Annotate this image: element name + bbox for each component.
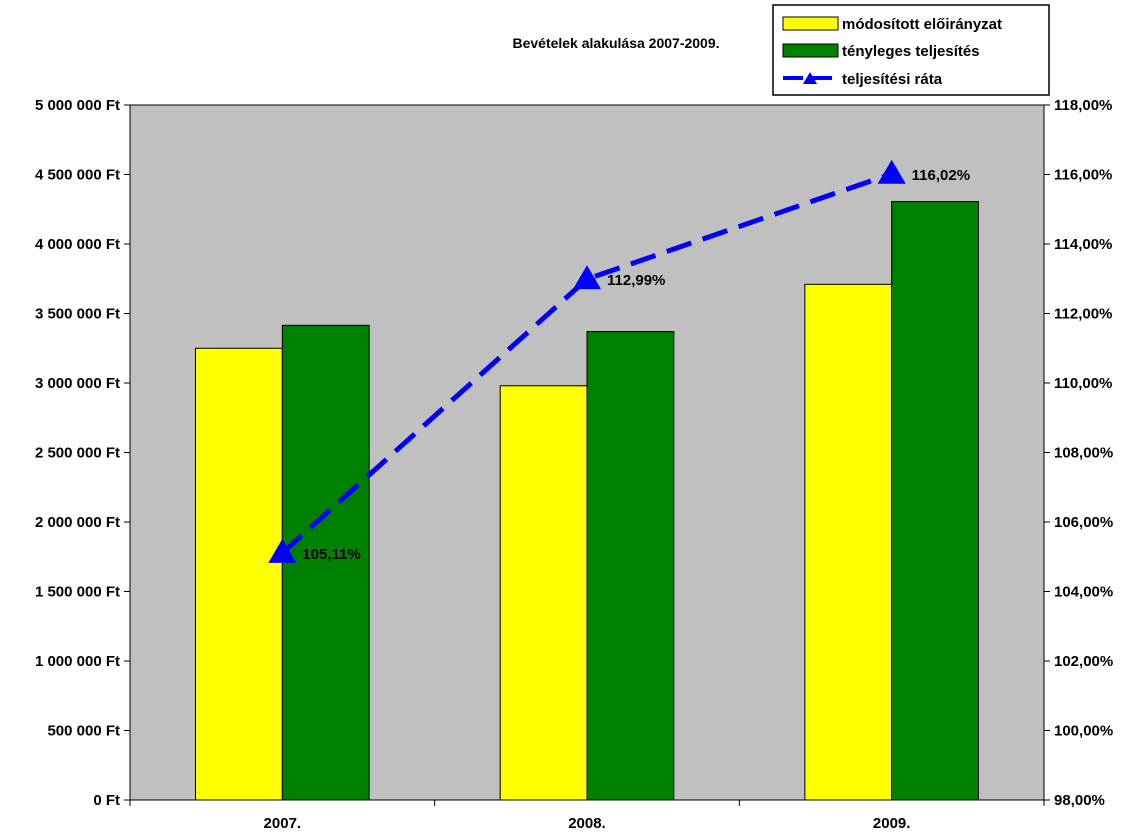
- left-axis-tick-label: 0 Ft: [93, 792, 120, 809]
- left-axis-tick-label: 5 000 000 Ft: [35, 97, 120, 114]
- left-axis-tick-label: 4 500 000 Ft: [35, 167, 120, 184]
- left-axis-tick-label: 2 500 000 Ft: [35, 445, 120, 462]
- x-axis-category-label: 2009.: [873, 815, 911, 832]
- bar-modositott-1: [499, 385, 588, 801]
- bar-modositott-2: [804, 283, 893, 801]
- right-axis-tick-label: 104,00%: [1054, 584, 1113, 601]
- right-axis-tick-label: 118,00%: [1054, 97, 1112, 114]
- left-axis-tick-label: 1 500 000 Ft: [35, 584, 120, 601]
- bar-series-group: [195, 201, 979, 801]
- rate-marker-1: [573, 265, 601, 290]
- legend: módosított előirányzat tényleges teljesí…: [772, 4, 1050, 96]
- right-axis-tick-label: 114,00%: [1054, 236, 1112, 253]
- x-axis-category-label: 2007.: [264, 815, 302, 832]
- legend-label-modositott: módosított előirányzat: [842, 16, 1002, 33]
- chart-title: Bevételek alakulása 2007-2009.: [512, 35, 719, 51]
- left-axis-tick-label: 1 000 000 Ft: [35, 653, 120, 670]
- right-axis: 98,00% 100,00% 102,00% 104,00% 106,00% 108,00…: [1043, 97, 1113, 809]
- bar-modositott-0: [195, 347, 283, 801]
- rate-marker-2: [877, 159, 906, 184]
- left-axis-tick-label: 2 000 000 Ft: [35, 514, 120, 531]
- right-axis-tick-label: 100,00%: [1054, 723, 1113, 740]
- right-axis-tick-label: 106,00%: [1054, 514, 1113, 531]
- rate-data-label-1: 112,99%: [607, 272, 665, 289]
- line-series-group: 105,11% 112,99% 116,02%: [268, 159, 970, 563]
- bar-tenyleges-1: [586, 331, 675, 801]
- x-axis-category-label: 2008.: [568, 815, 606, 832]
- left-axis-tick-label: 3 000 000 Ft: [35, 375, 120, 392]
- right-axis-tick-label: 102,00%: [1054, 653, 1113, 670]
- left-axis: 0 Ft 500 000 Ft 1 000 000 Ft 1 500 000 Ft 2 …: [35, 97, 131, 809]
- right-axis-tick-label: 112,00%: [1054, 306, 1112, 323]
- right-axis-tick-label: 116,00%: [1054, 167, 1112, 184]
- left-axis-tick-label: 3 500 000 Ft: [35, 306, 120, 323]
- right-axis-tick-label: 110,00%: [1054, 375, 1112, 392]
- left-axis-tick-label: 500 000 Ft: [47, 723, 120, 740]
- legend-label-tenyleges: tényleges teljesítés: [842, 43, 980, 60]
- x-axis: 2007. 2008. 2009.: [129, 799, 1045, 832]
- rate-marker-0: [268, 538, 297, 563]
- legend-swatch-modositott: [782, 16, 839, 31]
- rate-data-label-2: 116,02%: [912, 167, 970, 184]
- legend-label-rata: teljesítési ráta: [842, 71, 943, 88]
- left-axis-tick-label: 4 000 000 Ft: [35, 236, 120, 253]
- legend-swatch-tenyleges: [782, 43, 839, 58]
- bar-tenyleges-2: [891, 201, 979, 801]
- rate-data-label-0: 105,11%: [302, 546, 360, 563]
- rate-line: [280, 171, 893, 555]
- legend-marker-rata: [803, 72, 817, 84]
- right-axis-tick-label: 108,00%: [1054, 445, 1113, 462]
- right-axis-tick-label: 98,00%: [1054, 792, 1105, 809]
